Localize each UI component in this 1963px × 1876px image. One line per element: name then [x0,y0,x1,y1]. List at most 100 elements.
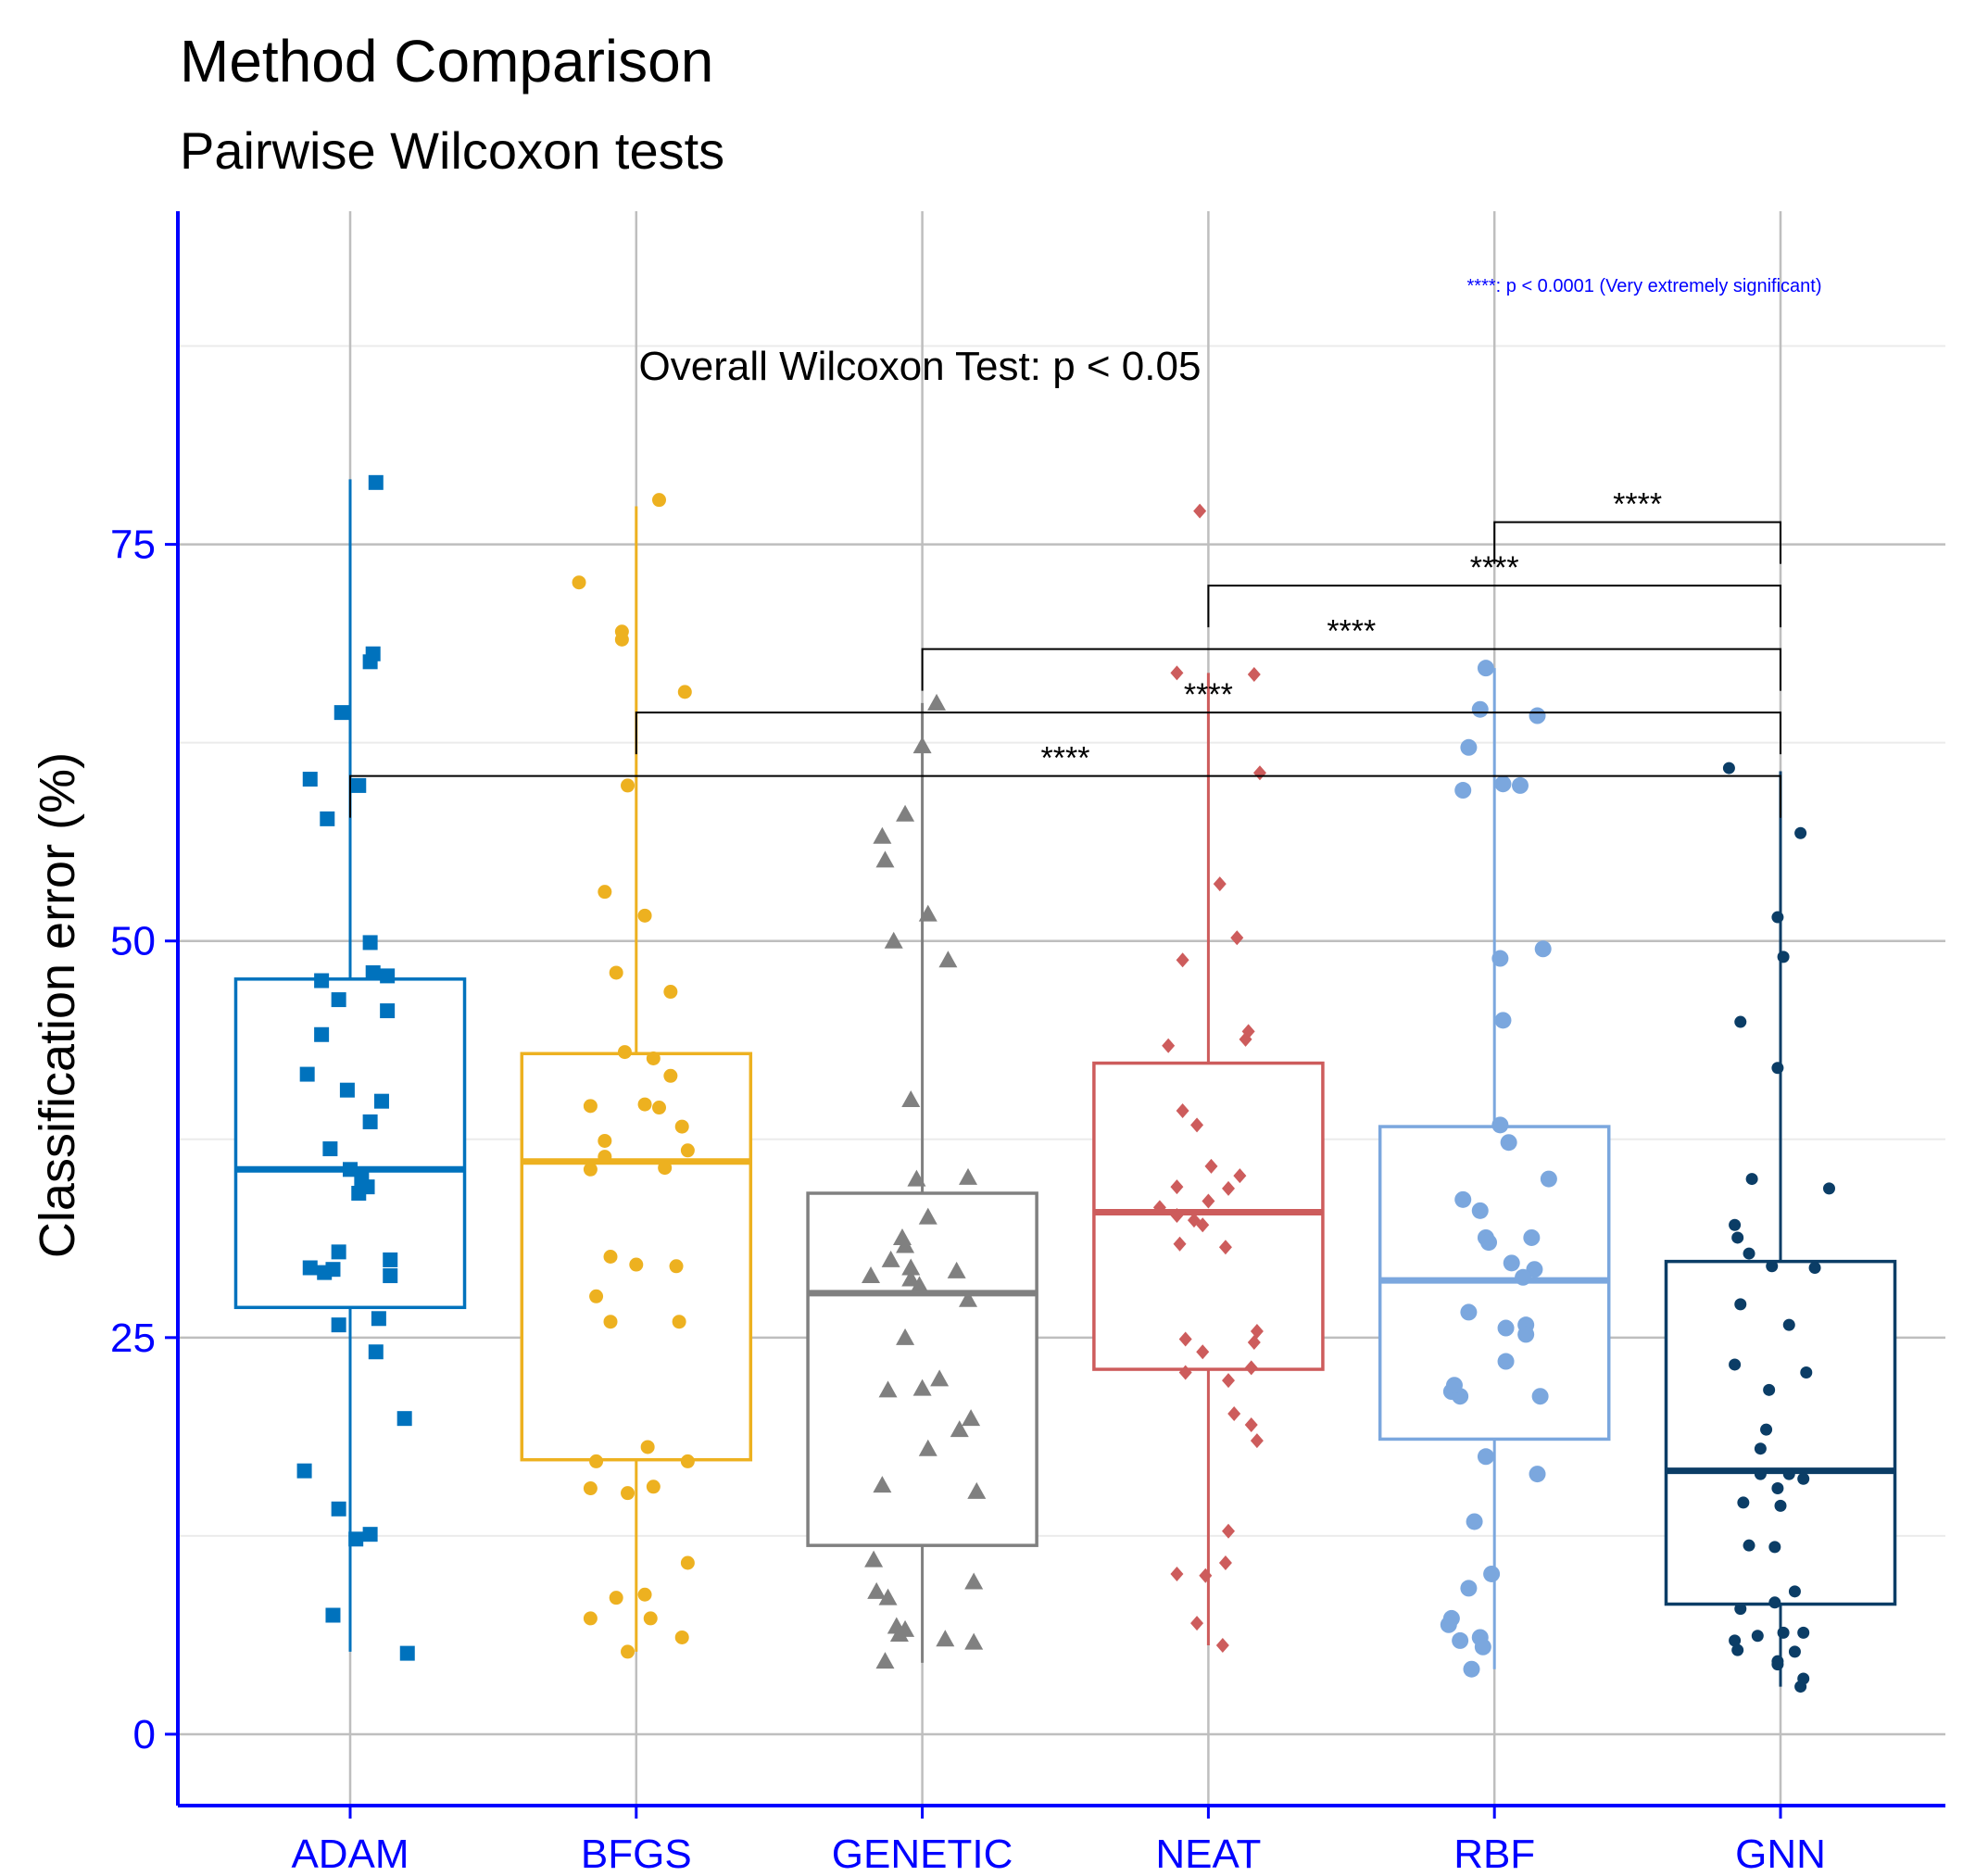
box-plots [233,479,1897,1687]
data-point-gnn [1760,1423,1773,1436]
data-point-adam [399,1645,415,1661]
data-point-gnn [1771,1482,1784,1495]
overall-test-annotation: Overall Wilcoxon Test: p < 0.05 [639,344,1202,389]
data-point-neat [1170,1179,1184,1195]
data-point-adam [343,1162,358,1177]
data-point-rbf [1452,1631,1469,1649]
significance-label: **** [1041,741,1090,776]
data-point-neat [1247,1334,1261,1350]
data-point-genetic [896,1236,915,1253]
data-point-genetic [964,1572,984,1590]
data-point-genetic [901,1089,921,1107]
data-point-neat [1222,1180,1236,1196]
data-point-rbf [1454,782,1472,800]
data-point-neat [1227,1406,1241,1422]
data-point-neat [1162,1038,1176,1053]
data-point-adam [368,474,384,490]
data-point-bfgs [677,685,692,699]
data-point-rbf [1454,1190,1472,1208]
data-point-genetic [873,1476,892,1493]
data-point-neat [1218,1555,1232,1570]
data-point-neat [1170,665,1184,681]
data-point-genetic [889,1625,909,1643]
data-point-genetic [901,1258,921,1276]
data-point-adam [320,811,335,826]
data-point-neat [1250,1433,1264,1449]
data-point-neat [1222,1523,1236,1539]
data-point-adam [333,705,349,721]
data-point-bfgs [589,1454,604,1468]
data-point-adam [296,1463,312,1479]
data-point-gnn [1734,1603,1747,1616]
data-point-gnn [1797,1672,1810,1685]
data-point-gnn [1771,911,1784,924]
data-point-rbf [1497,1319,1515,1337]
comparison-bracket [921,648,1781,691]
data-point-adam [383,1268,398,1284]
data-point-rbf [1531,1388,1549,1405]
data-point-neat [1252,765,1266,781]
data-point-neat [1152,1200,1166,1215]
data-point-gnn [1763,1383,1776,1396]
data-point-adam [348,1531,364,1547]
data-point-neat [1196,1217,1210,1233]
data-point-adam [365,964,381,980]
significance-label: **** [1613,487,1662,523]
data-point-genetic [896,1328,915,1345]
data-point-rbf [1503,1254,1520,1272]
data-point-rbf [1463,1660,1480,1678]
data-point-genetic [947,1261,966,1278]
significance-label: **** [1327,614,1376,649]
data-point-bfgs [614,632,629,647]
data-point-gnn [1729,1218,1742,1231]
data-point-genetic [896,804,915,822]
data-point-neat [1202,1193,1215,1209]
data-point-adam [362,1527,378,1542]
data-point-bfgs [572,575,586,590]
significance-brackets: ******************** [349,487,1781,818]
data-point-bfgs [680,1454,695,1468]
data-point-genetic [918,1439,937,1456]
y-tick-label: 25 [110,1316,156,1361]
data-point-bfgs [583,1162,598,1177]
data-point-gnn [1808,1261,1821,1274]
data-point-rbf [1529,1466,1546,1483]
comparison-bracket [1207,585,1781,628]
data-point-adam [325,1262,341,1278]
data-point-adam [362,654,378,670]
y-tick-label: 50 [110,919,156,964]
data-point-adam [314,973,330,988]
box-bfgs [520,1051,753,1462]
data-point-rbf [1440,1616,1457,1633]
data-point-neat [1239,1031,1252,1047]
data-point-adam [380,1003,396,1019]
data-point-gnn [1734,1298,1747,1311]
data-point-adam [380,968,396,984]
data-point-gnn [1771,1658,1784,1671]
data-point-genetic [964,1632,984,1650]
data-point-rbf [1515,1268,1532,1286]
data-point-rbf [1500,1134,1517,1152]
data-point-bfgs [629,1257,644,1272]
data-point-rbf [1534,940,1552,958]
data-point-bfgs [652,1101,667,1115]
data-point-adam [331,1317,346,1333]
data-point-genetic [936,1630,955,1647]
x-tick-label: RBF [1453,1832,1535,1876]
data-point-neat [1215,1638,1229,1654]
data-point-rbf [1483,1565,1501,1582]
data-point-bfgs [646,1051,661,1065]
data-point-rbf [1471,1202,1489,1219]
data-point-bfgs [637,908,652,923]
y-tick-label: 0 [133,1712,156,1757]
data-point-gnn [1777,951,1790,963]
x-tick-label: NEAT [1155,1832,1261,1876]
box-neat [1092,1061,1325,1371]
significance-label: **** [1184,677,1233,712]
data-point-gnn [1737,1496,1750,1509]
data-point-neat [1244,1360,1258,1376]
data-point-gnn [1734,1015,1747,1028]
y-tick-label: 75 [110,523,156,568]
data-point-gnn [1766,1260,1779,1273]
data-point-adam [362,935,378,951]
